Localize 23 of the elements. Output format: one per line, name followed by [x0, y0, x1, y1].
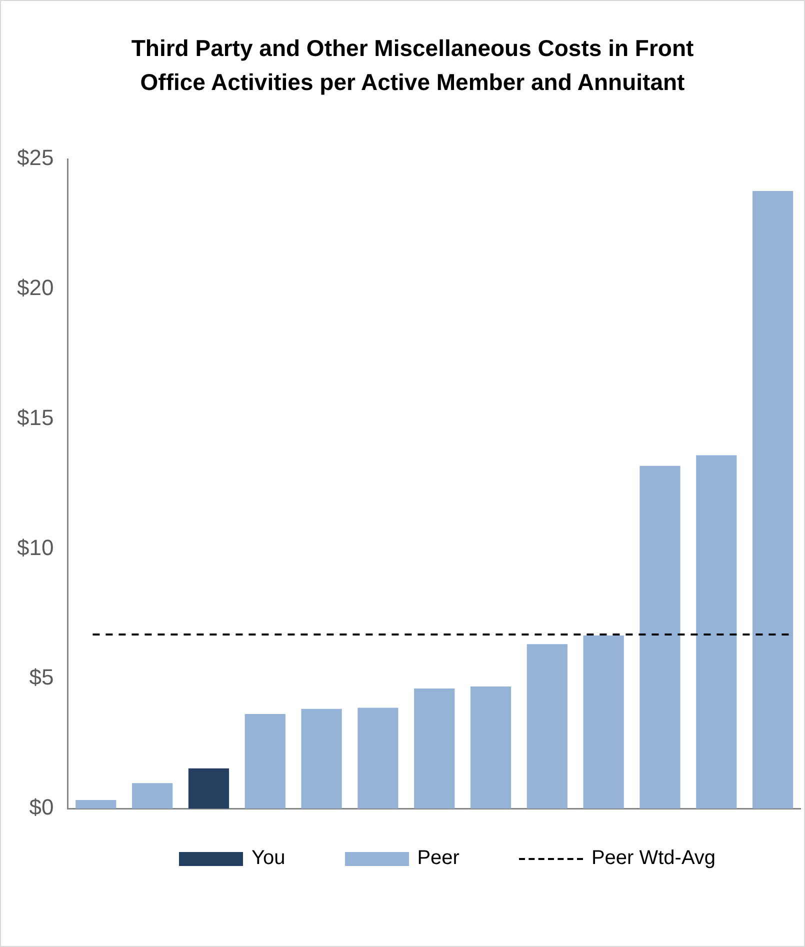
bar	[301, 708, 342, 809]
legend-label: Peer	[417, 847, 460, 870]
bar	[640, 466, 680, 809]
bar	[188, 768, 230, 809]
bar	[752, 190, 794, 809]
bar	[470, 686, 512, 809]
y-tick-label: $0	[29, 794, 54, 820]
bar	[696, 455, 737, 809]
y-tick-label: $5	[29, 664, 54, 690]
y-tick-label: $25	[16, 145, 54, 170]
bar	[132, 783, 173, 809]
legend-label: You	[251, 847, 286, 870]
bar	[526, 644, 568, 809]
y-tick-label: $10	[16, 534, 54, 560]
legend-label: Peer Wtd-Avg	[591, 847, 716, 870]
chart-title: Third Party and Other Miscellaneous Costs in Front Office Activities per Active Member and Annuitant	[130, 34, 695, 97]
y-tick-label: $20	[16, 274, 54, 300]
y-tick-label: $15	[16, 404, 54, 430]
bar	[244, 714, 286, 809]
bar	[414, 688, 455, 809]
bar	[76, 800, 116, 809]
bar	[358, 708, 398, 809]
bar	[583, 636, 624, 809]
